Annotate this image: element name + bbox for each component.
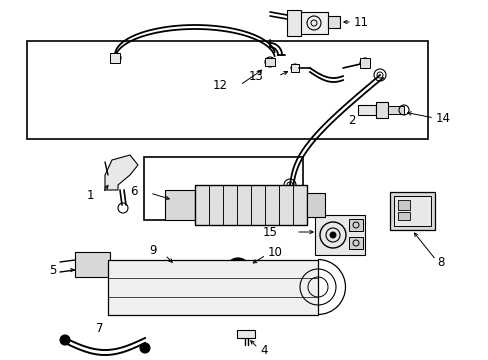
Bar bbox=[348, 237, 362, 249]
Bar bbox=[292, 185, 306, 225]
Bar bbox=[375, 102, 387, 118]
Text: 2: 2 bbox=[347, 113, 355, 126]
Circle shape bbox=[225, 258, 249, 282]
Bar bbox=[397, 200, 409, 210]
Bar bbox=[250, 185, 264, 225]
Bar bbox=[195, 185, 306, 225]
Bar bbox=[279, 185, 292, 225]
Bar bbox=[208, 185, 223, 225]
Bar bbox=[393, 196, 430, 226]
Circle shape bbox=[60, 335, 70, 345]
Bar bbox=[286, 10, 301, 36]
Bar bbox=[110, 53, 120, 63]
Text: 15: 15 bbox=[263, 225, 278, 239]
Bar bbox=[162, 264, 174, 276]
Bar bbox=[290, 64, 298, 72]
Bar bbox=[314, 215, 364, 255]
Circle shape bbox=[114, 56, 118, 60]
Bar bbox=[389, 192, 434, 230]
Circle shape bbox=[235, 267, 241, 273]
Text: 12: 12 bbox=[213, 78, 227, 91]
Bar bbox=[223, 185, 237, 225]
Text: 1: 1 bbox=[86, 189, 94, 202]
Text: 9: 9 bbox=[149, 243, 157, 257]
Bar bbox=[348, 219, 362, 231]
Bar bbox=[27, 41, 427, 139]
Text: 5: 5 bbox=[48, 264, 56, 276]
Bar bbox=[195, 185, 208, 225]
Polygon shape bbox=[105, 155, 138, 190]
Text: 11: 11 bbox=[353, 15, 368, 28]
Text: 7: 7 bbox=[96, 321, 103, 334]
Text: 4: 4 bbox=[260, 343, 267, 356]
Bar bbox=[237, 330, 254, 338]
Bar bbox=[387, 106, 403, 114]
Circle shape bbox=[140, 343, 150, 353]
Bar bbox=[144, 157, 303, 220]
Bar bbox=[264, 58, 274, 66]
Bar bbox=[108, 260, 317, 315]
Circle shape bbox=[329, 232, 335, 238]
Bar bbox=[327, 16, 339, 28]
Bar bbox=[269, 265, 280, 275]
Bar bbox=[359, 58, 369, 68]
Text: 14: 14 bbox=[435, 112, 450, 125]
Bar bbox=[173, 262, 195, 278]
Bar bbox=[299, 12, 327, 34]
Bar bbox=[397, 212, 409, 220]
Bar bbox=[164, 190, 195, 220]
Bar bbox=[75, 252, 110, 277]
Text: 10: 10 bbox=[267, 247, 282, 260]
Bar bbox=[264, 185, 279, 225]
Bar bbox=[306, 193, 325, 217]
Text: 6: 6 bbox=[130, 185, 138, 198]
Bar bbox=[249, 263, 269, 277]
Text: 13: 13 bbox=[248, 69, 264, 82]
Text: 8: 8 bbox=[436, 256, 444, 270]
Bar bbox=[237, 185, 250, 225]
Bar bbox=[357, 105, 375, 115]
Circle shape bbox=[185, 261, 203, 279]
